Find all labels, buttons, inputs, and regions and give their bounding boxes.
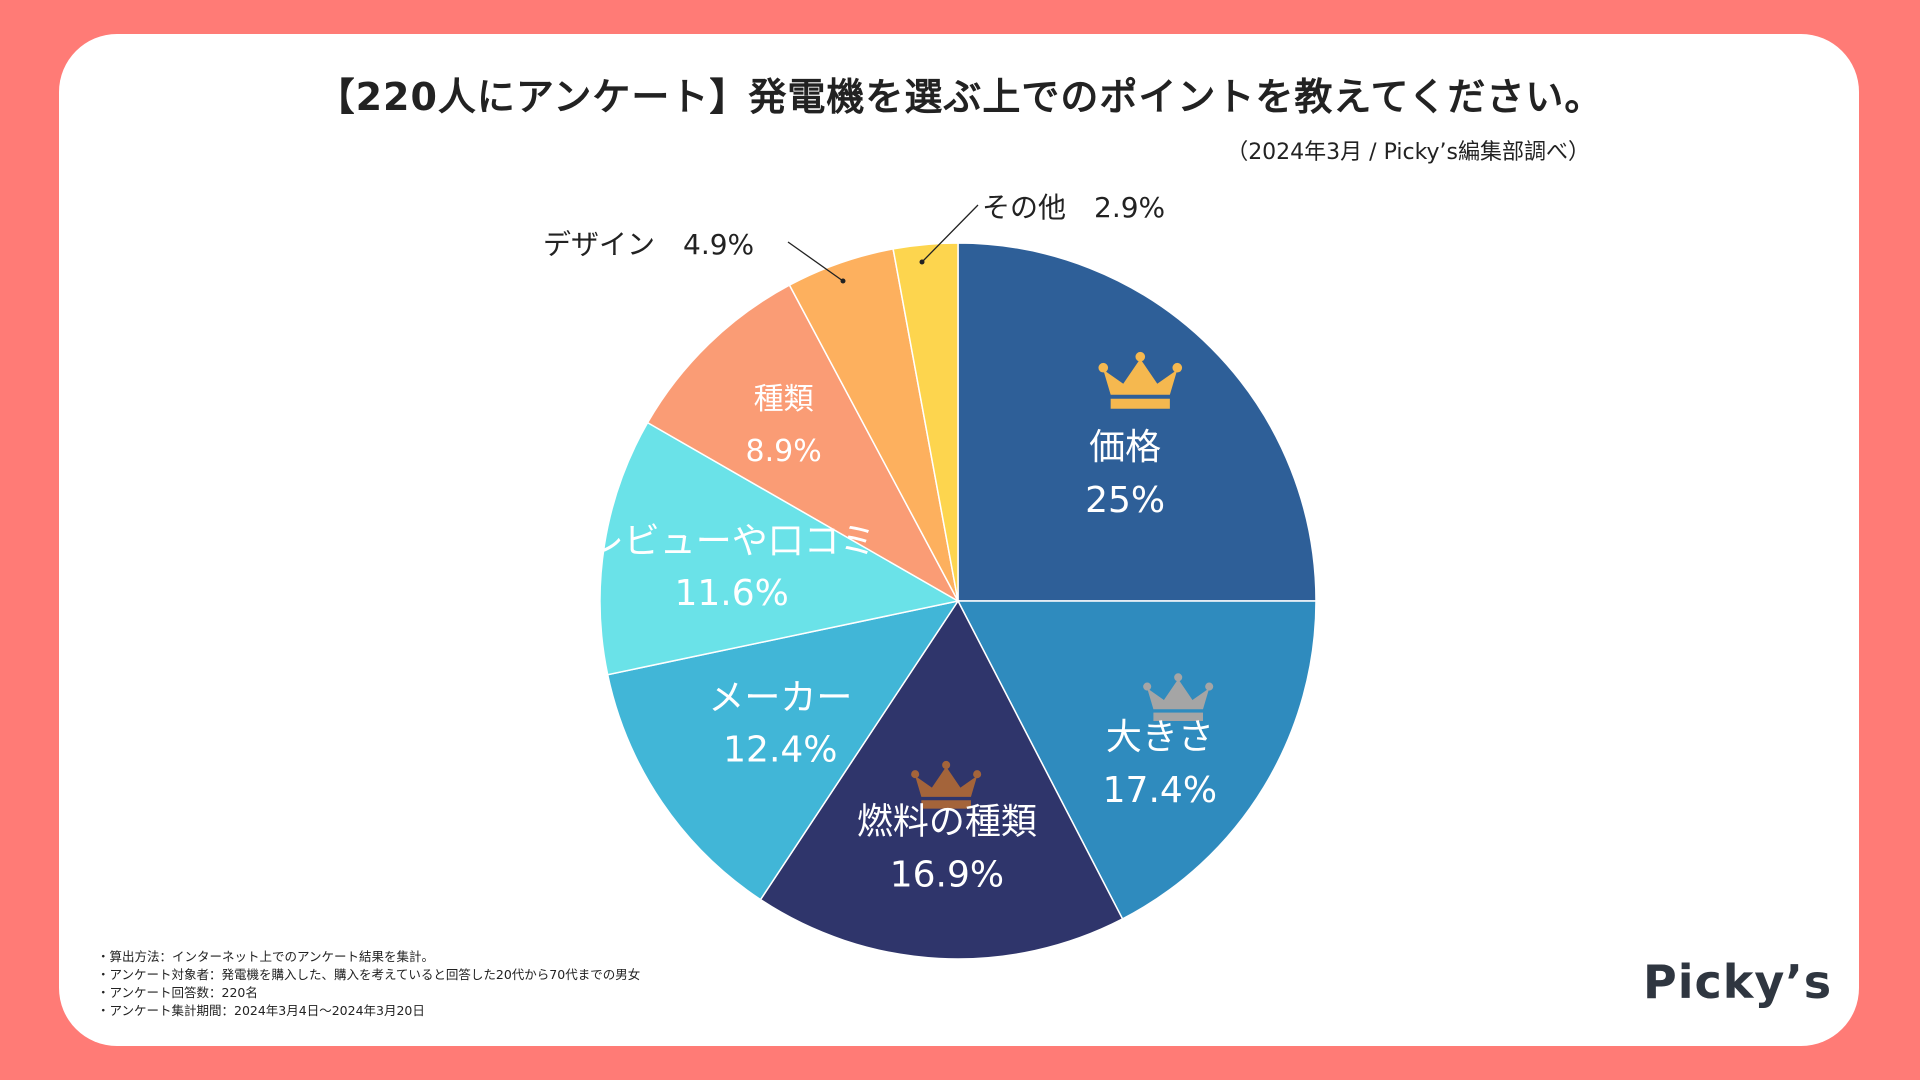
note-method: ・算出方法：インターネット上でのアンケート結果を集計。 [97, 949, 435, 964]
leader-line-design [787, 241, 844, 282]
leader-lines [787, 204, 979, 284]
pie-slice-type [646, 284, 960, 603]
survey-notes: ・算出方法：インターネット上でのアンケート結果を集計。 ・アンケート対象者：発電… [97, 948, 640, 1020]
note-target: ・アンケート対象者：発電機を購入した、購入を考えていると回答した20代から70代… [97, 967, 641, 982]
pie-slice-other [892, 242, 959, 602]
outside-label-design: デザイン 4.9% [543, 228, 754, 261]
leader-dot-other [919, 259, 925, 265]
note-count: ・アンケート回答数：220名 [97, 985, 258, 1000]
note-period: ・アンケート集計期間：2024年3月4日〜2024年3月20日 [97, 1003, 425, 1018]
leader-dot-design [840, 278, 846, 284]
pie-slice-maker [606, 599, 960, 901]
slice-value-type: 8.9% [745, 434, 821, 469]
slice-label-type: 種類 [754, 382, 814, 417]
pie-slice-price [957, 242, 1317, 602]
slice-value-maker: 12.4% [723, 730, 837, 771]
slice-value-reviews: 11.6% [675, 573, 789, 614]
pie-slice-size [956, 600, 1317, 920]
slice-label-fuel-type: 燃料の種類 [857, 801, 1037, 842]
slice-label-maker: メーカー [708, 678, 852, 719]
silver-crown-icon [1143, 673, 1214, 721]
brand-logo: Picky’s [1643, 955, 1833, 1009]
slice-labels: 価格 25% 大きさ 17.4% 燃料の種類 16.9% メーカー 12.4% レビューや口コミ… [588, 382, 1217, 895]
outside-label-other: その他 2.9% [982, 191, 1165, 224]
chart-title: 【220人にアンケート】発電機を選ぶ上でのポイントを教えてください。 [316, 75, 1604, 119]
bronze-crown-icon [911, 760, 982, 809]
chart-source: （2024年3月 / Picky’s編集部調べ） [1226, 140, 1590, 165]
leader-line-other [921, 204, 979, 263]
slice-label-size: 大きさ [1106, 717, 1214, 758]
slice-label-reviews: レビューや口コミ [588, 521, 876, 562]
gold-crown-icon [1098, 351, 1183, 409]
rank-icons [911, 351, 1214, 809]
slice-value-size: 17.4% [1103, 770, 1217, 811]
slice-value-price: 25% [1085, 480, 1165, 521]
slice-label-price: 価格 [1089, 427, 1161, 468]
slice-value-fuel-type: 16.9% [890, 854, 1004, 895]
pie-slice-reviews [599, 421, 961, 676]
